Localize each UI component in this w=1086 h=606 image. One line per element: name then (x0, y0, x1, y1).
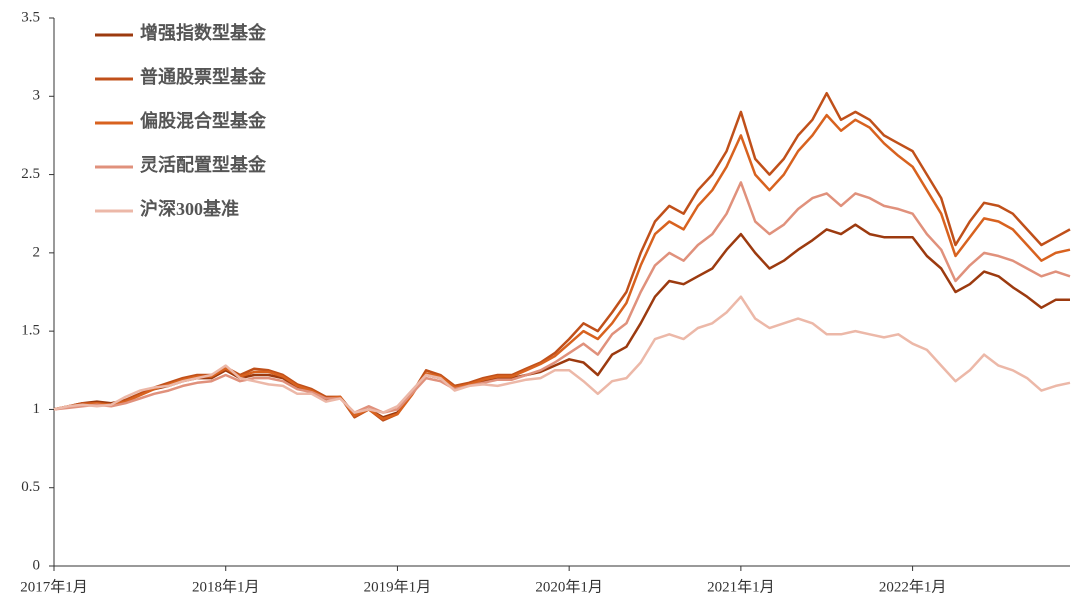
x-tick-label: 2021年1月 (707, 578, 775, 595)
legend-label: 沪深300基准 (140, 198, 239, 219)
y-tick-label: 3 (33, 88, 41, 104)
series-line (53, 295, 1071, 414)
y-tick-label: 2 (33, 244, 41, 260)
y-tick-label: 1.5 (21, 323, 40, 339)
y-tick-label: 3.5 (21, 9, 40, 25)
legend-label: 普通股票型基金 (140, 66, 267, 87)
y-tick-label: 0 (33, 557, 41, 573)
x-tick-label: 2022年1月 (879, 578, 947, 595)
series-line (53, 181, 1071, 414)
x-tick-label: 2019年1月 (364, 578, 432, 595)
y-tick-label: 1 (33, 401, 41, 417)
legend-label: 偏股混合型基金 (140, 110, 267, 131)
series-line (53, 113, 1071, 421)
y-tick-label: 2.5 (21, 166, 40, 182)
legend-label: 增强指数型基金 (140, 22, 267, 43)
x-tick-label: 2020年1月 (535, 578, 603, 595)
x-tick-label: 2018年1月 (192, 578, 260, 595)
y-tick-label: 0.5 (21, 479, 40, 495)
legend-label: 灵活配置型基金 (140, 154, 267, 175)
series-line (53, 223, 1070, 419)
x-tick-label: 2017年1月 (20, 578, 88, 595)
